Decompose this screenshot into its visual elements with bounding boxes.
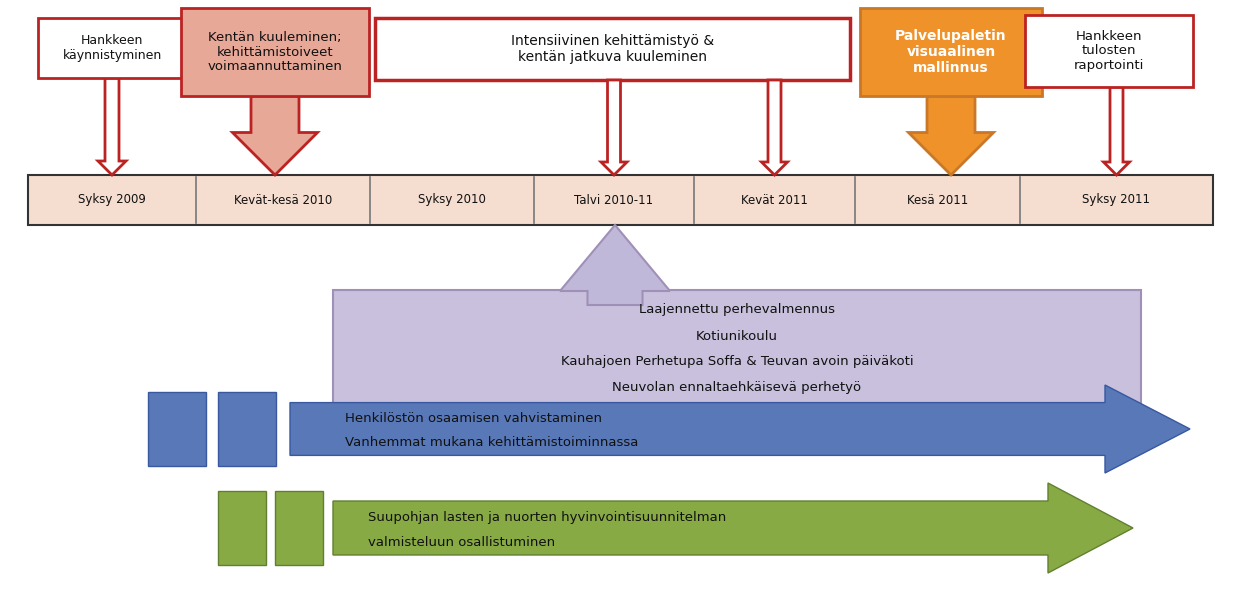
Bar bbox=[374, 18, 849, 80]
Text: Vanhemmat mukana kehittämistoiminnassa: Vanhemmat mukana kehittämistoiminnassa bbox=[345, 437, 639, 450]
Bar bbox=[334, 290, 1141, 405]
Text: Hankkeen
tulosten
raportointi: Hankkeen tulosten raportointi bbox=[1074, 30, 1145, 73]
Polygon shape bbox=[1104, 87, 1130, 175]
Text: Kentän kuuleminen;
kehittämistoiveet
voimaannuttaminen: Kentän kuuleminen; kehittämistoiveet voi… bbox=[207, 31, 342, 73]
Bar bbox=[275, 491, 322, 565]
Text: Neuvolan ennaltaehkäisevä perhetyö: Neuvolan ennaltaehkäisevä perhetyö bbox=[613, 382, 862, 395]
Bar bbox=[861, 8, 1042, 96]
Text: Kevät 2011: Kevät 2011 bbox=[742, 193, 808, 206]
Bar bbox=[38, 18, 186, 78]
Bar bbox=[29, 175, 1213, 225]
Text: Talvi 2010-11: Talvi 2010-11 bbox=[574, 193, 653, 206]
Polygon shape bbox=[560, 225, 670, 305]
Polygon shape bbox=[290, 385, 1190, 473]
Text: Kauhajoen Perhetupa Soffa & Teuvan avoin päiväkoti: Kauhajoen Perhetupa Soffa & Teuvan avoin… bbox=[560, 356, 914, 369]
Bar bbox=[1025, 15, 1193, 87]
Text: Palvelupaletin
visuaalinen
mallinnus: Palvelupaletin visuaalinen mallinnus bbox=[895, 29, 1007, 75]
Text: Syksy 2011: Syksy 2011 bbox=[1083, 193, 1151, 206]
Bar bbox=[218, 392, 277, 466]
Bar bbox=[181, 8, 370, 96]
Polygon shape bbox=[909, 96, 993, 175]
Text: Kevät-kesä 2010: Kevät-kesä 2010 bbox=[234, 193, 332, 206]
Text: Syksy 2009: Syksy 2009 bbox=[78, 193, 146, 206]
Text: Laajennettu perhevalmennus: Laajennettu perhevalmennus bbox=[639, 304, 835, 317]
Bar bbox=[218, 491, 267, 565]
Polygon shape bbox=[601, 80, 627, 175]
Text: Hankkeen
käynnistyminen: Hankkeen käynnistyminen bbox=[62, 34, 161, 62]
Polygon shape bbox=[98, 78, 126, 175]
Text: Kesä 2011: Kesä 2011 bbox=[906, 193, 968, 206]
Text: Kotiunikoulu: Kotiunikoulu bbox=[696, 330, 777, 343]
Text: Suupohjan lasten ja nuorten hyvinvointisuunnitelman: Suupohjan lasten ja nuorten hyvinvointis… bbox=[368, 511, 727, 524]
Bar bbox=[148, 392, 206, 466]
Polygon shape bbox=[761, 80, 787, 175]
Text: valmisteluun osallistuminen: valmisteluun osallistuminen bbox=[368, 535, 556, 548]
Text: Syksy 2010: Syksy 2010 bbox=[418, 193, 486, 206]
Text: Intensiivinen kehittämistyö &
kentän jatkuva kuuleminen: Intensiivinen kehittämistyö & kentän jat… bbox=[511, 34, 714, 64]
Polygon shape bbox=[334, 483, 1133, 573]
Polygon shape bbox=[233, 96, 317, 175]
Text: Henkilöstön osaamisen vahvistaminen: Henkilöstön osaamisen vahvistaminen bbox=[345, 413, 601, 426]
